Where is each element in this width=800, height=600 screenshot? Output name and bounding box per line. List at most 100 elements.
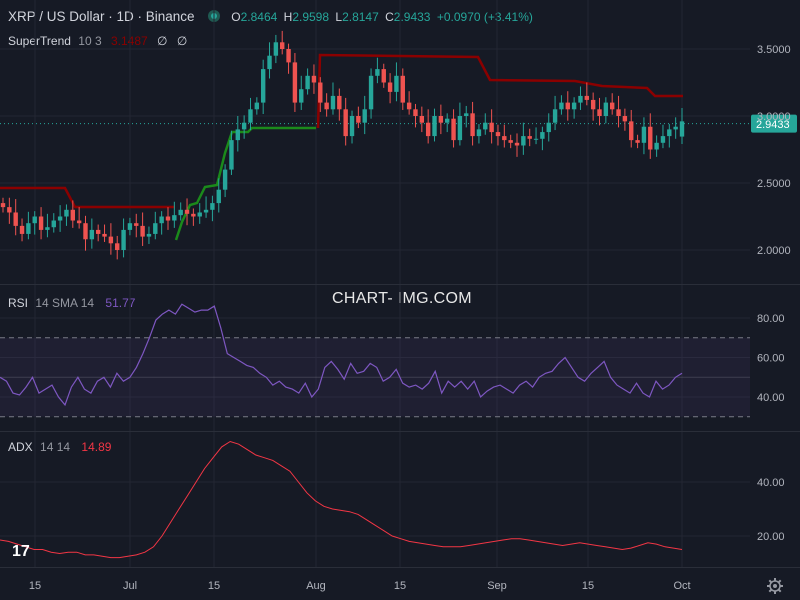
candle-body [660,136,666,143]
close-value: 2.9433 [393,10,431,24]
candle [146,226,152,244]
candle-body [413,109,418,116]
candle [533,127,539,145]
candle [552,95,558,131]
candle [45,213,50,238]
candle-body [387,82,393,92]
change-value: +0.0970 (+3.41%) [436,10,533,24]
price-axis-label: 3.0000 [757,111,791,123]
tradingview-logo-icon[interactable]: 17 [12,543,30,560]
candle-body [89,229,95,240]
candle [489,109,494,144]
candle-body [470,113,475,137]
candle-body [533,138,539,140]
candle-body [146,233,152,237]
candle-body [635,140,640,143]
open-label: O [231,10,241,24]
candle [184,198,190,226]
candle [502,124,507,148]
candle [32,211,37,235]
rsi-name: RSI [8,296,29,310]
candle-body [552,109,558,123]
candle [57,205,63,232]
candle [280,30,285,55]
supertrend-value: 3.1487 [110,34,148,48]
supertrend-legend: SuperTrend 10 3 3.1487 ∅ ∅ [8,34,187,48]
candle-body [7,207,12,213]
candle [19,218,25,242]
candle [654,135,659,157]
time-axis-label: Sep [487,580,507,592]
candle-body [508,140,513,143]
candle-body [559,102,564,110]
candle [229,130,234,175]
candle-body [337,95,342,110]
chart-header: XRP / US Dollar · 1D · Binance O2.8464 H… [8,9,536,24]
candle-body [571,102,577,110]
rsi-line [0,303,683,407]
candle [318,77,323,112]
candle [64,204,69,226]
candle-body [641,126,647,143]
candle [292,53,298,112]
last-price-label: 2.9433 [751,114,797,133]
candle-body [286,49,291,63]
candle-body [489,122,494,133]
candle [616,95,621,128]
candle [635,134,640,149]
candle-body [483,122,488,130]
candle-body [425,122,431,137]
candle-body [546,122,551,133]
candle-body [210,203,215,210]
candle-body [153,223,158,234]
candle [254,97,260,115]
candle [438,104,444,135]
last-price-text: 2.9433 [756,119,790,131]
adx-value: 14.89 [81,440,112,454]
candle-body [95,229,101,234]
candle-body [0,203,6,208]
candle [140,212,145,246]
rsi-params: 14 SMA 14 [35,296,95,310]
candle-body [235,129,240,141]
candle [590,92,596,121]
candle-body [406,102,412,110]
candle-body [609,102,615,110]
time-axis-label: 15 [29,580,41,592]
candle [381,63,386,88]
candle [375,57,380,84]
candle-body [70,209,76,221]
candle [172,201,177,228]
last-price-badge [751,114,797,133]
candle-body [57,216,63,221]
candle [622,108,628,131]
candle-body [603,102,609,116]
candle [679,107,685,144]
candle [165,207,171,230]
candle-body [679,121,685,137]
candle-body [134,223,139,226]
time-axis-label: Jul [123,580,137,592]
candle [387,73,393,104]
settings-gear-icon[interactable] [767,578,783,594]
candle [38,207,44,240]
supertrend-sym2: ∅ [176,34,188,48]
candle [457,102,463,146]
candle [584,82,590,106]
candle [406,91,412,115]
high-label: H [283,10,293,24]
ohlc-values: O2.8464 H2.9598 L2.8147 C2.9433 +0.0970 … [231,10,536,24]
adx-legend: ADX 14 14 14.89 [8,440,111,454]
adx-params: 14 14 [40,440,71,454]
candle [260,59,266,114]
candle-body [324,102,329,110]
candle [483,113,488,135]
candle-body [616,109,621,116]
time-axis-label: Oct [673,580,690,592]
candle-body [76,220,82,224]
candle [349,110,355,144]
candle [95,224,101,242]
time-axis-label: Aug [306,580,326,592]
candle [521,122,526,155]
